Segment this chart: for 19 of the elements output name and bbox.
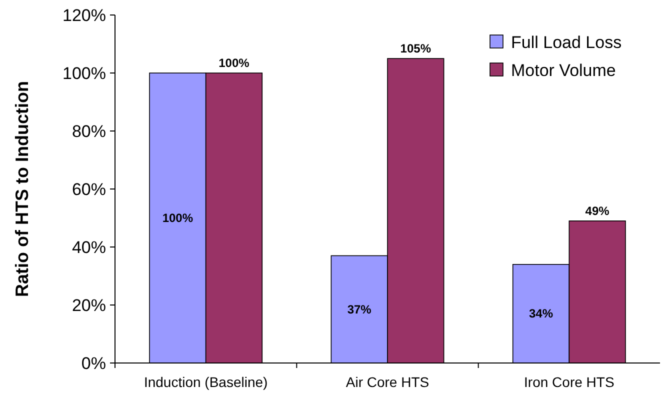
x-tick-label: Induction (Baseline) <box>144 374 268 390</box>
legend-label: Full Load Loss <box>511 33 622 52</box>
data-label: 105% <box>400 42 432 56</box>
y-tick-label: 120% <box>62 6 106 25</box>
y-axis-title: Ratio of HTS to Induction <box>12 81 32 297</box>
data-label: 100% <box>162 211 194 225</box>
y-tick-label: 100% <box>62 64 106 83</box>
legend-label: Motor Volume <box>511 61 616 80</box>
y-tick-label: 0% <box>81 354 106 373</box>
data-label: 100% <box>218 56 250 70</box>
y-tick-label: 80% <box>72 122 106 141</box>
data-label: 49% <box>585 204 610 218</box>
x-tick-label: Air Core HTS <box>346 374 430 390</box>
data-label: 37% <box>347 302 372 316</box>
y-tick-label: 40% <box>72 238 106 257</box>
data-label: 34% <box>528 306 554 321</box>
y-tick-label: 20% <box>72 296 106 315</box>
x-tick-label: Iron Core HTS <box>524 374 614 390</box>
y-tick-label: 60% <box>72 180 106 199</box>
